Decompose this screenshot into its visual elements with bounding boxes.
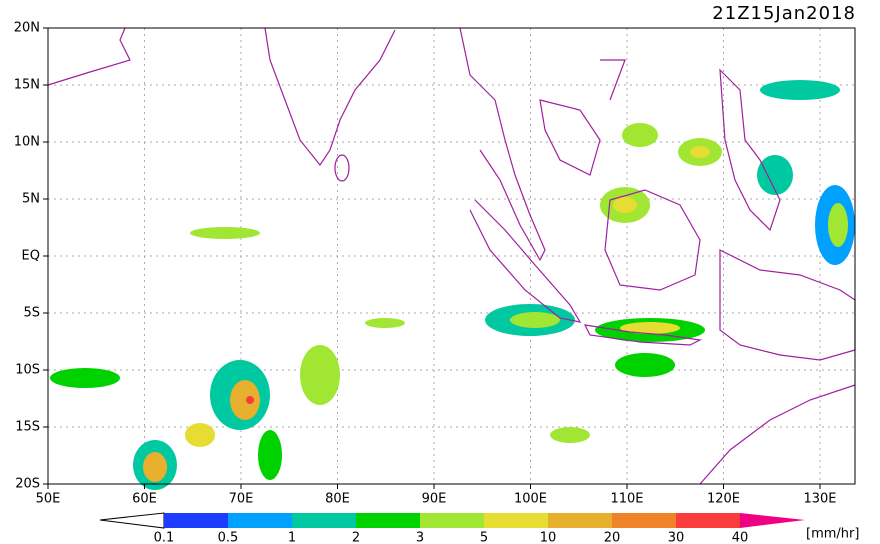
- lon-label: 120E: [707, 492, 740, 507]
- lat-label: 15N: [14, 78, 40, 93]
- colorbar-label: 3: [416, 531, 424, 544]
- lat-label: 15S: [15, 420, 40, 435]
- colorbar-label: 40: [732, 531, 749, 544]
- colorbar-label: 20: [604, 531, 621, 544]
- lat-label: 20N: [14, 21, 40, 36]
- lon-label: 130E: [803, 492, 836, 507]
- precip: [50, 80, 855, 490]
- lon-label: 50E: [36, 492, 61, 507]
- colorbar-label: 5: [480, 531, 488, 544]
- colorbar-unit: [mm/hr]: [806, 527, 859, 542]
- coastlines: [47, 27, 856, 485]
- colorbar-label: 1: [288, 531, 296, 544]
- lon-label: 90E: [422, 492, 447, 507]
- lat-label: 5S: [23, 306, 40, 321]
- lon-label: 70E: [229, 492, 254, 507]
- lat-label: 10N: [14, 135, 40, 150]
- colorbar-label: 30: [668, 531, 685, 544]
- lon-label: 100E: [514, 492, 547, 507]
- lon-label: 110E: [610, 492, 643, 507]
- map-title: 21Z15Jan2018: [712, 3, 856, 24]
- lat-label: EQ: [22, 249, 40, 264]
- lat-label: 10S: [15, 363, 40, 378]
- grid: [48, 28, 855, 484]
- lon-label: 60E: [132, 492, 157, 507]
- lon-label: 80E: [325, 492, 350, 507]
- colorbar: [mm/hr] 0.1 0.5 1 2 3 5 10 20 30 40: [99, 512, 859, 544]
- colorbar-label: 0.1: [154, 531, 175, 544]
- colorbar-label: 2: [352, 531, 360, 544]
- colorbar-label: 0.5: [218, 531, 239, 544]
- lat-label: 20S: [15, 477, 40, 492]
- lat-label: 5N: [22, 192, 40, 207]
- colorbar-label: 10: [540, 531, 557, 544]
